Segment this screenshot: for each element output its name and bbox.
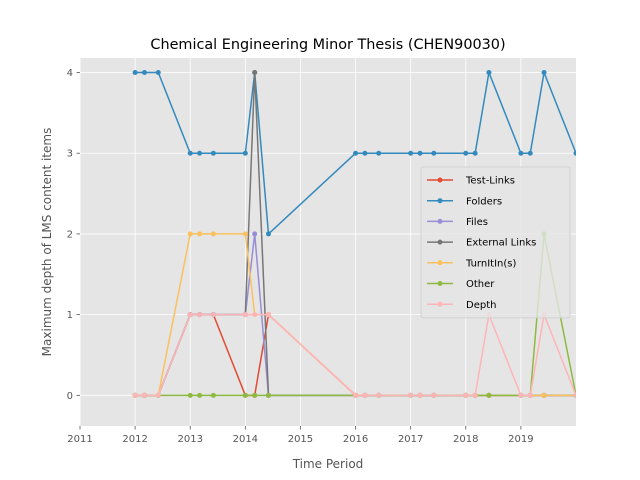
data-point-depth xyxy=(472,392,478,398)
legend-label-turnitin-s: TurnItIn(s) xyxy=(465,258,516,269)
series-line-folders xyxy=(135,71,576,235)
data-point-depth xyxy=(141,392,147,398)
data-point-turnitin-s xyxy=(210,231,216,237)
legend-marker-external-links xyxy=(437,239,443,245)
x-tick-label: 2011 xyxy=(67,434,92,445)
y-tick-label: 1 xyxy=(67,310,73,321)
data-point-turnitin-s xyxy=(541,392,547,398)
x-tick-label: 2017 xyxy=(398,434,423,445)
series-line-depth xyxy=(135,313,576,397)
data-point-other xyxy=(265,392,271,398)
y-tick-label: 4 xyxy=(67,68,73,79)
data-point-other xyxy=(242,392,248,398)
data-point-depth xyxy=(197,312,203,318)
data-point-other xyxy=(187,392,193,398)
data-point-depth xyxy=(132,392,138,398)
legend-label-test-links: Test-Links xyxy=(465,176,515,187)
data-point-other xyxy=(210,392,216,398)
legend-marker-test-links xyxy=(437,177,443,183)
data-point-depth xyxy=(463,392,469,398)
data-point-folders xyxy=(486,70,492,76)
data-point-folders xyxy=(197,150,203,156)
y-tick-label: 0 xyxy=(67,391,73,402)
legend-marker-other xyxy=(437,281,443,286)
data-point-turnitin-s xyxy=(187,231,193,237)
data-point-depth xyxy=(573,392,576,398)
data-point-depth xyxy=(362,392,368,398)
data-point-folders xyxy=(573,150,576,156)
data-point-folders xyxy=(132,70,138,76)
data-point-folders xyxy=(417,150,423,156)
data-point-folders xyxy=(408,150,414,156)
legend: Test-Links Folders Files External Links Turn… xyxy=(420,166,571,319)
x-axis-label: Time Period xyxy=(292,457,364,471)
x-tick-label: 2015 xyxy=(288,434,313,445)
data-point-other xyxy=(252,392,258,398)
data-point-folders xyxy=(463,150,469,156)
chart-title: Chemical Engineering Minor Thesis (CHEN9… xyxy=(150,37,505,53)
data-point-depth xyxy=(210,312,216,318)
data-point-folders xyxy=(527,150,533,156)
data-point-depth xyxy=(353,392,359,398)
y-tick-label: 2 xyxy=(67,229,73,240)
data-point-depth xyxy=(252,312,258,318)
data-point-folders xyxy=(472,150,478,156)
data-point-folders xyxy=(265,231,271,237)
y-axis: 0 1 2 3 4 xyxy=(67,68,80,402)
data-point-other xyxy=(486,392,492,398)
data-point-turnitin-s xyxy=(197,231,203,237)
data-point-depth xyxy=(242,312,248,318)
data-point-folders xyxy=(242,150,248,156)
data-point-turnitin-s xyxy=(242,231,248,237)
data-point-folders xyxy=(541,70,547,76)
data-point-depth xyxy=(518,392,524,398)
data-point-folders xyxy=(431,150,437,156)
data-point-depth xyxy=(431,392,437,398)
x-tick-label: 2019 xyxy=(508,434,533,445)
legend-label-files: Files xyxy=(466,217,488,228)
legend-marker-folders xyxy=(437,198,443,204)
legend-label-depth: Depth xyxy=(466,300,496,311)
x-tick-label: 2012 xyxy=(122,434,147,445)
data-point-folders xyxy=(518,150,524,156)
legend-frame xyxy=(420,166,571,319)
y-axis-label: Maximum depth of LMS content items xyxy=(40,128,54,357)
data-point-folders xyxy=(353,150,359,156)
series-group xyxy=(132,70,576,398)
x-tick-label: 2018 xyxy=(453,434,478,445)
data-point-depth xyxy=(417,392,423,398)
legend-label-other: Other xyxy=(466,279,495,290)
x-tick-label: 2014 xyxy=(233,434,258,445)
data-point-depth xyxy=(187,312,193,318)
data-point-depth xyxy=(265,312,271,318)
data-point-depth xyxy=(408,392,414,398)
legend-label-external-links: External Links xyxy=(466,238,536,249)
legend-marker-files xyxy=(437,218,443,224)
data-point-files xyxy=(252,231,258,237)
data-point-depth xyxy=(376,392,382,398)
legend-marker-depth xyxy=(437,301,443,307)
series-layer xyxy=(132,70,576,398)
data-point-folders xyxy=(362,150,368,156)
y-tick-label: 3 xyxy=(67,149,73,160)
data-point-folders xyxy=(155,70,161,76)
data-point-other xyxy=(197,392,203,398)
x-axis: 2011 2012 2013 2014 2015 2016 2017 2018 2019 xyxy=(67,426,534,445)
legend-marker-turnitin-s xyxy=(437,260,443,266)
data-point-folders xyxy=(141,70,147,76)
data-point-folders xyxy=(210,150,216,156)
data-point-folders xyxy=(187,150,193,156)
data-point-folders xyxy=(376,150,382,156)
data-point-depth xyxy=(155,392,161,398)
legend-label-folders: Folders xyxy=(466,196,502,207)
x-tick-label: 2013 xyxy=(177,434,202,445)
data-point-depth xyxy=(527,392,533,398)
data-point-external-links xyxy=(252,70,258,76)
x-tick-label: 2016 xyxy=(343,434,368,445)
